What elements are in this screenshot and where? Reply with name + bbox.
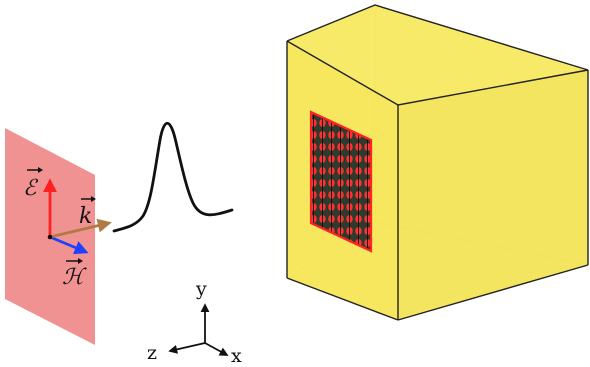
dipole-array	[309, 110, 373, 253]
magnetic-field-label: ℋ	[62, 265, 87, 290]
dipole-array-icon	[309, 110, 373, 253]
cube-front-edge-icon	[286, 277, 399, 321]
cube-front-edge-icon	[397, 264, 589, 321]
field-vectors	[43, 178, 112, 255]
z-axis-arrow-icon	[168, 342, 206, 354]
x-axis-arrow-icon	[204, 342, 229, 356]
magnetic-field-arrow-icon	[49, 235, 89, 255]
vector-labels: ℰ k ℋ	[23, 167, 96, 290]
wave-vector-label: k	[79, 204, 92, 229]
wave-vector-arrow-icon	[49, 218, 112, 239]
magnetic-field-label-arrowhead-icon	[78, 258, 83, 264]
axis-z-label: z	[147, 342, 157, 364]
cube-top-face-icon	[287, 5, 588, 105]
electric-field-label-arrowhead-icon	[38, 167, 43, 173]
gaussian-pulse-icon	[112, 121, 234, 233]
gaussian-pulse	[112, 121, 234, 233]
origin-dot-icon	[47, 234, 53, 240]
wave-vector-label-arrowhead-icon	[91, 196, 96, 202]
cube-right-face-icon	[398, 70, 588, 320]
coordinate-axes: y z x	[147, 278, 242, 367]
electric-field-label: ℰ	[23, 176, 39, 201]
axis-y-label: y	[195, 278, 207, 300]
axis-x-label: x	[231, 345, 242, 367]
